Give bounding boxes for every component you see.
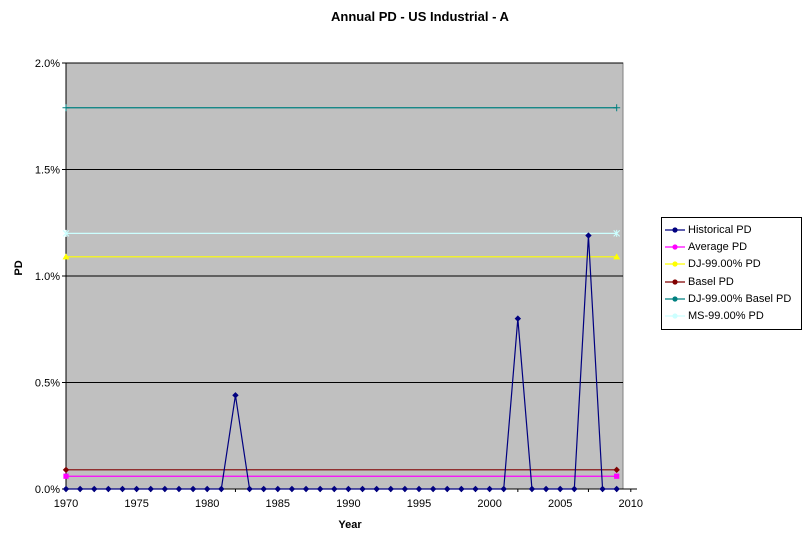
point-historical-pd	[204, 485, 211, 493]
legend-label: Historical PD	[688, 223, 752, 236]
legend-label: DJ-99.00% Basel PD	[688, 292, 792, 305]
point-historical-pd	[274, 485, 281, 493]
point-historical-pd	[62, 485, 70, 493]
point-historical-pd	[288, 485, 296, 493]
point-historical-pd	[472, 485, 479, 493]
legend-item-average-pd: Average PD	[664, 238, 801, 255]
legend-label: Average PD	[688, 240, 748, 253]
point-historical-pd	[147, 485, 154, 493]
point-historical-pd	[514, 315, 522, 322]
x-axis-title: Year	[338, 519, 362, 531]
x-tick-label: 1975	[124, 498, 148, 510]
legend-label: MS-99.00% PD	[688, 310, 764, 323]
point-historical-pd	[91, 485, 98, 493]
x-tick-label: 1995	[407, 498, 431, 510]
y-tick-label: 1.0%	[35, 271, 60, 283]
point-average-pd	[63, 473, 69, 479]
y-axis-title: PD	[13, 260, 25, 276]
y-tick-label: 0.5%	[35, 378, 60, 390]
point-historical-pd	[218, 485, 225, 493]
point-historical-pd	[415, 485, 423, 493]
legend-item-basel-pd: Basel PD	[664, 273, 801, 290]
point-historical-pd	[133, 485, 140, 493]
point-historical-pd	[175, 485, 183, 493]
legend-swatch	[665, 244, 685, 250]
point-dj-99-00-pd	[62, 253, 70, 260]
point-historical-pd	[528, 485, 536, 493]
legend-label: DJ-99.00% PD	[688, 258, 761, 271]
legend-label: Basel PD	[688, 275, 734, 288]
x-tick-label: 2005	[548, 498, 572, 510]
point-historical-pd	[359, 485, 366, 493]
point-historical-pd	[316, 485, 324, 493]
x-tick-label: 2000	[477, 498, 501, 510]
point-historical-pd	[585, 232, 592, 239]
point-dj-99-00-basel-pd	[613, 104, 621, 112]
legend-swatch	[665, 227, 685, 233]
legend-swatch	[665, 278, 685, 285]
point-ms-99-00-pd	[62, 229, 70, 237]
x-tick-label: 2010	[619, 498, 643, 510]
point-historical-pd	[429, 485, 437, 493]
point-historical-pd	[119, 485, 126, 493]
point-dj-99-00-basel-pd	[62, 104, 70, 112]
legend-item-dj-99-00-pd: DJ-99.00% PD	[664, 256, 801, 273]
point-historical-pd	[613, 485, 620, 493]
legend-swatch	[665, 261, 685, 267]
point-historical-pd	[387, 485, 394, 493]
legend-item-ms-99-00-pd: MS-99.00% PD	[664, 307, 801, 324]
point-average-pd	[614, 473, 620, 479]
point-historical-pd	[189, 485, 197, 493]
point-historical-pd	[557, 485, 564, 493]
point-historical-pd	[500, 485, 507, 493]
legend-item-historical-pd: Historical PD	[664, 221, 801, 238]
point-ms-99-00-pd	[613, 229, 621, 237]
y-tick-label: 1.5%	[35, 165, 60, 177]
point-historical-pd	[401, 485, 409, 493]
point-historical-pd	[599, 485, 606, 493]
point-historical-pd	[571, 485, 578, 493]
x-tick-label: 1980	[195, 498, 219, 510]
point-historical-pd	[105, 485, 112, 493]
legend-swatch	[665, 313, 685, 319]
point-historical-pd	[444, 485, 451, 493]
point-historical-pd	[345, 485, 352, 493]
point-basel-pd	[613, 466, 620, 474]
point-basel-pd	[62, 466, 70, 474]
chart-title: Annual PD - US Industrial - A	[331, 9, 509, 24]
point-historical-pd	[76, 485, 84, 493]
point-historical-pd	[486, 485, 493, 493]
y-tick-label: 0.0%	[35, 484, 60, 496]
y-tick-label: 2.0%	[35, 58, 60, 70]
point-historical-pd	[331, 485, 338, 493]
point-historical-pd	[302, 485, 310, 493]
point-historical-pd	[260, 485, 267, 493]
legend: Historical PD Average PD DJ-99.00% PD Basel…	[661, 217, 802, 330]
x-tick-label: 1985	[266, 498, 290, 510]
point-historical-pd	[246, 485, 253, 493]
legend-item-dj-99-00-basel-pd: DJ-99.00% Basel PD	[664, 290, 801, 307]
point-dj-99-00-pd	[613, 253, 621, 260]
point-historical-pd	[542, 485, 550, 493]
point-historical-pd	[458, 485, 465, 493]
legend-swatch	[665, 296, 685, 302]
point-historical-pd	[232, 392, 239, 399]
x-tick-label: 1990	[336, 498, 360, 510]
point-historical-pd	[161, 485, 169, 493]
x-tick-label: 1970	[54, 498, 78, 510]
series-line-historical-pd	[66, 235, 617, 490]
point-historical-pd	[373, 485, 380, 493]
